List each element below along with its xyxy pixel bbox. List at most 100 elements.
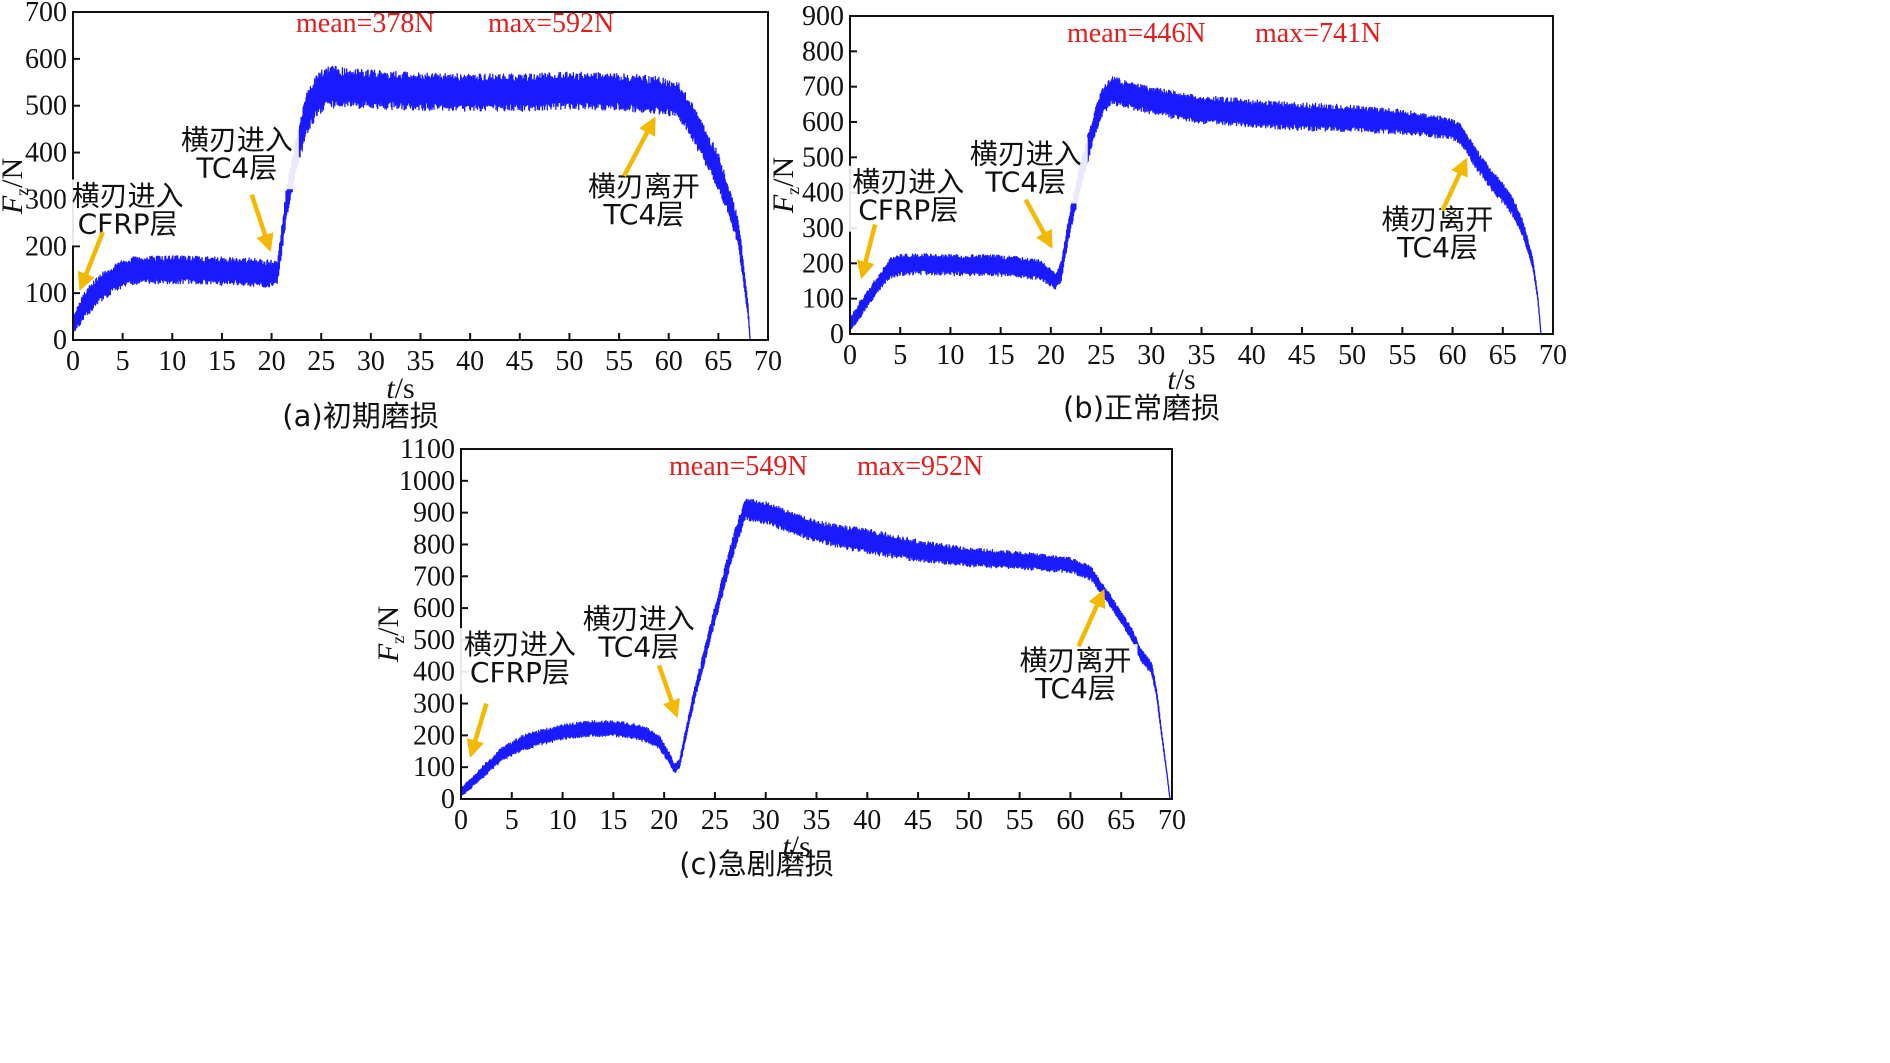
x-tick-label: 35 — [1188, 340, 1216, 371]
series-layer — [849, 76, 1542, 334]
x-tick-label: 60 — [655, 346, 683, 377]
x-tick-label: 30 — [357, 346, 385, 377]
panel-caption: (b)正常磨损 — [1063, 391, 1220, 425]
x-tick-label: 65 — [704, 346, 732, 377]
annotation-text: 横刃离开 — [588, 170, 700, 203]
x-tick-label: 40 — [853, 805, 881, 836]
annotation-text: CFRP层 — [470, 656, 570, 689]
max-label: max=952N — [857, 451, 983, 482]
axis-ticks: 0 5 10 15 20 25 30 35 40 45 50 55 60 65 70010020030040… — [802, 1, 1567, 371]
x-tick-label: 15 — [599, 805, 627, 836]
annotation-backdrop — [846, 165, 971, 232]
x-tick-label: 10 — [549, 805, 577, 836]
y-axis-label: Fz/N — [767, 157, 803, 214]
y-tick-label: 300 — [413, 689, 455, 720]
y-tick-label: 0 — [441, 784, 455, 815]
y-tick-label: 600 — [413, 593, 455, 624]
x-tick-label: 65 — [1489, 340, 1517, 371]
y-tick-label: 100 — [802, 284, 844, 315]
annotation-text: TC4层 — [984, 165, 1066, 198]
annotation-text: TC4层 — [597, 631, 679, 664]
chart-panel-a: 0 5 10 15 20 25 30 35 40 45 50 55 60 65 70010020030040… — [0, 0, 782, 433]
x-tick-label: 5 — [116, 346, 130, 377]
max-label: max=592N — [488, 8, 614, 39]
x-tick-label: 65 — [1107, 805, 1135, 836]
x-tick-label: 45 — [904, 805, 932, 836]
annotation-arrow — [856, 223, 878, 280]
annotation-text: CFRP层 — [858, 194, 958, 227]
x-tick-label: 0 — [843, 340, 857, 371]
annotation-backdrop — [174, 123, 299, 190]
y-tick-label: 500 — [25, 91, 67, 122]
x-tick-label: 20 — [1037, 340, 1065, 371]
x-tick-label: 45 — [506, 346, 534, 377]
annotation-arrow — [249, 194, 274, 253]
y-tick-label: 200 — [802, 248, 844, 279]
annotations: 横刃进入CFRP层横刃进入TC4层横刃离开TC4层 — [457, 588, 1138, 758]
y-tick-label: 500 — [413, 625, 455, 656]
y-tick-label: 100 — [25, 278, 67, 309]
annotation-text: TC4层 — [1396, 231, 1478, 264]
annotation-arrow — [77, 231, 105, 291]
x-tick-label: 0 — [454, 805, 468, 836]
series-layer — [72, 65, 751, 340]
x-tick-label: 25 — [701, 805, 729, 836]
x-tick-label: 35 — [803, 805, 831, 836]
axis-ticks: 0 5 10 15 20 25 30 35 40 45 50 55 60 65 70010020030040… — [25, 0, 782, 377]
mean-label: mean=549N — [669, 451, 808, 482]
y-tick-label: 200 — [413, 720, 455, 751]
x-tick-label: 40 — [456, 346, 484, 377]
y-tick-label: 300 — [802, 213, 844, 244]
x-tick-label: 50 — [1338, 340, 1366, 371]
annotation-text: CFRP层 — [78, 207, 178, 240]
y-tick-label: 700 — [413, 561, 455, 592]
annotation-text: 横刃进入 — [72, 179, 184, 212]
x-axis-label: t/s — [1167, 363, 1195, 396]
panel-caption: (c)急剧磨损 — [679, 847, 834, 881]
force-series-line — [460, 498, 1171, 799]
y-tick-label: 100 — [413, 752, 455, 783]
x-axis-label: t/s — [386, 372, 414, 405]
annotation-text: TC4层 — [195, 151, 277, 184]
x-tick-label: 10 — [158, 346, 186, 377]
y-tick-label: 800 — [802, 36, 844, 67]
annotation-arrow — [656, 664, 681, 719]
x-tick-label: 50 — [955, 805, 983, 836]
y-tick-label: 800 — [413, 529, 455, 560]
x-tick-label: 40 — [1238, 340, 1266, 371]
annotation-text: 横刃离开 — [1381, 203, 1493, 236]
annotation-text: 横刃进入 — [583, 603, 695, 636]
y-tick-label: 0 — [830, 319, 844, 350]
x-axis-label: t/s — [782, 830, 810, 863]
annotation-text: TC4层 — [1034, 672, 1116, 705]
annotation-text: TC4层 — [602, 198, 684, 231]
x-tick-label: 55 — [1006, 805, 1034, 836]
force-series-line — [72, 65, 751, 340]
force-series-line — [849, 76, 1542, 334]
x-tick-label: 70 — [1158, 805, 1186, 836]
annotation-backdrop — [65, 179, 190, 246]
x-tick-label: 25 — [307, 346, 335, 377]
y-tick-label: 400 — [25, 138, 67, 169]
x-tick-label: 25 — [1087, 340, 1115, 371]
x-tick-label: 30 — [752, 805, 780, 836]
y-tick-label: 700 — [25, 0, 67, 28]
annotation-text: 横刃离开 — [1019, 644, 1131, 677]
x-tick-label: 35 — [407, 346, 435, 377]
y-tick-label: 500 — [802, 142, 844, 173]
plot-frame — [460, 448, 1173, 800]
y-tick-label: 400 — [802, 178, 844, 209]
annotation-text: 横刃进入 — [970, 137, 1082, 170]
y-axis-label: Fz/N — [0, 158, 32, 215]
x-tick-label: 50 — [555, 346, 583, 377]
